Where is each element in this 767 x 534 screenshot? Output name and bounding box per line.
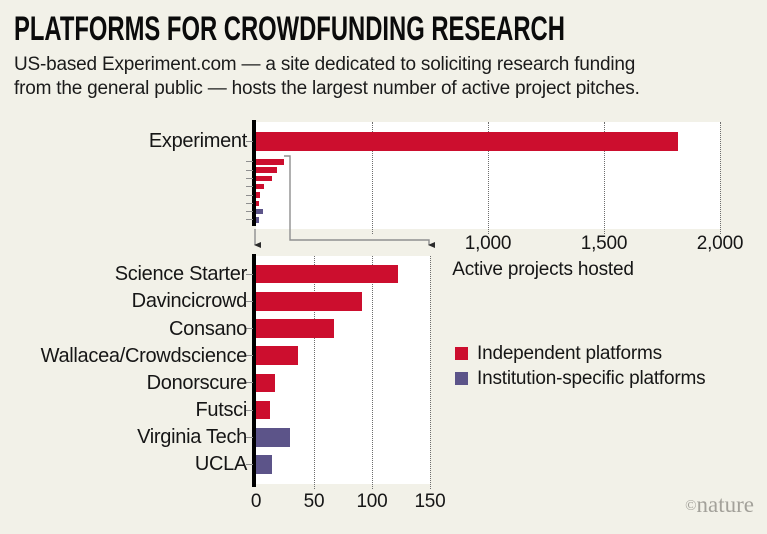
axis-tick-overview-ucla	[246, 219, 253, 221]
bar-overview-wallacea-crowdscience	[256, 183, 265, 190]
copyright-symbol: ©	[685, 498, 697, 514]
category-label-science-starter: Science Starter	[114, 263, 248, 286]
category-label-davincicrowd: Davincicrowd	[131, 290, 248, 313]
plot-area-detail	[256, 256, 430, 484]
category-label-ucla: UCLA	[194, 453, 247, 476]
page-subtitle: US-based Experiment.com — a site dedicat…	[14, 54, 640, 99]
axis-tick-detail-science-starter	[246, 273, 253, 275]
bar-overview-consano	[256, 175, 272, 182]
gridline-detail-50	[313, 256, 315, 489]
bar-detail-futsci	[256, 400, 270, 420]
gridline-detail-150	[429, 256, 431, 489]
bar-detail-virginia-tech	[256, 428, 290, 447]
gridline-overview-1500	[603, 122, 605, 234]
gridline-overview-1000	[487, 122, 489, 234]
bar-overview-donorscure	[256, 192, 260, 198]
axis-tick-detail-donorscure	[246, 382, 253, 384]
axis-tick-detail-davincicrowd	[246, 300, 253, 302]
bar-detail-donorscure	[256, 373, 275, 393]
category-label-consano: Consano	[169, 317, 247, 340]
axis-tick-overview-virginia-tech	[246, 211, 253, 213]
nature-logo-text: nature	[696, 492, 754, 517]
legend-item-independent: Independent platforms	[455, 341, 705, 366]
bar-detail-consano	[256, 319, 334, 338]
legend: Independent platforms Institution-specif…	[455, 341, 706, 391]
legend-swatch-independent	[455, 347, 468, 360]
x-tick-label-detail-0: 0	[250, 491, 262, 512]
legend-label: Institution-specific platforms	[477, 367, 706, 389]
bar-detail-science-starter	[256, 264, 398, 284]
x-tick-label-overview-2-000: 2,000	[696, 233, 744, 254]
bar-detail-wallacea-crowdscience	[256, 346, 298, 365]
axis-tick-overview-davincicrowd	[246, 169, 253, 171]
x-tick-label-overview-1-000: 1,000	[464, 233, 512, 254]
axis-tick-overview-wallacea-crowdscience	[246, 186, 253, 188]
legend-label: Independent platforms	[477, 342, 662, 364]
y-axis-overview	[252, 120, 256, 226]
nature-logo: ©nature	[685, 492, 754, 518]
bar-overview-virginia-tech	[256, 208, 263, 215]
category-label-experiment: Experiment	[148, 130, 247, 152]
x-tick-label-detail-100: 100	[356, 491, 388, 512]
x-axis-title: Active projects hosted	[452, 259, 634, 280]
axis-tick-detail-futsci	[246, 409, 253, 411]
category-label-futsci: Futsci	[195, 399, 247, 422]
axis-tick-overview-experiment	[246, 140, 253, 142]
bar-overview-science-starter	[256, 159, 285, 165]
axis-tick-detail-virginia-tech	[246, 436, 253, 438]
x-tick-label-detail-150: 150	[414, 491, 446, 512]
x-tick-label-detail-50: 50	[303, 491, 325, 512]
axis-tick-overview-futsci	[246, 202, 253, 204]
axis-tick-detail-wallacea-crowdscience	[246, 355, 253, 357]
y-axis-detail	[252, 254, 256, 487]
gridline-detail-100	[371, 256, 373, 489]
axis-tick-overview-science-starter	[246, 161, 253, 163]
category-label-virginia-tech: Virginia Tech	[137, 426, 247, 449]
legend-item-institution: Institution-specific platforms	[455, 366, 706, 391]
category-label-donorscure: Donorscure	[146, 371, 248, 394]
bar-detail-ucla	[256, 455, 273, 474]
bar-detail-davincicrowd	[256, 292, 362, 311]
bar-overview-davincicrowd	[256, 167, 278, 173]
axis-tick-overview-consano	[246, 177, 253, 179]
gridline-overview-2000	[719, 122, 721, 234]
bar-overview-futsci	[256, 200, 259, 207]
axis-tick-detail-ucla	[246, 463, 253, 465]
category-label-wallacea-crowdscience: Wallacea/Crowdscience	[40, 344, 248, 367]
bar-overview-ucla	[256, 217, 260, 223]
axis-tick-detail-consano	[246, 328, 253, 330]
legend-swatch-institution	[455, 372, 468, 385]
x-tick-label-overview-1-500: 1,500	[580, 233, 628, 254]
page-title: PLATFORMS FOR CROWDFUNDING RESEARCH	[14, 10, 565, 48]
axis-tick-overview-donorscure	[246, 194, 253, 196]
bar-overview-experiment	[256, 131, 679, 151]
